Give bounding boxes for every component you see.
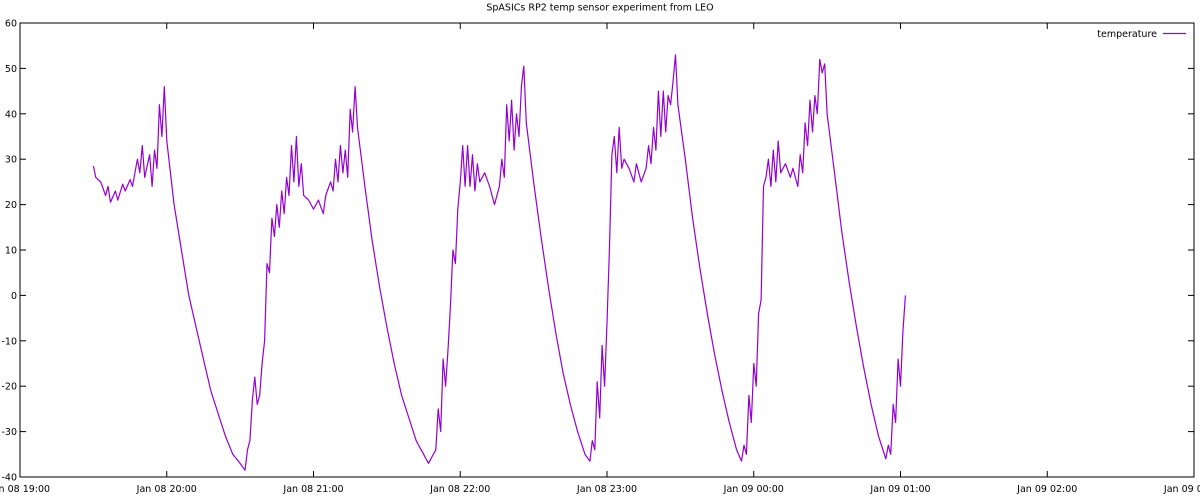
legend: temperature bbox=[1097, 29, 1186, 40]
y-tick-label: -30 bbox=[1, 427, 17, 438]
x-tick-label: Jan 08 21:00 bbox=[282, 484, 343, 495]
x-tick-label: Jan 09 01:00 bbox=[869, 484, 930, 495]
chart-title: SpASICs RP2 temp sensor experiment from … bbox=[486, 3, 713, 14]
y-axis: -40 -30 -20 -10 0 10 20 30 40 50 60 bbox=[1, 19, 1194, 484]
x-axis: Jan 08 19:00 Jan 08 20:00 Jan 08 21:00 Jan … bbox=[0, 23, 1200, 495]
x-tick-label: Jan 08 23:00 bbox=[576, 484, 637, 495]
plot-frame bbox=[19, 22, 1195, 478]
series-layer bbox=[92, 54, 906, 471]
y-tick-label: 30 bbox=[5, 155, 17, 166]
x-tick-label: Jan 09 03:00 bbox=[1163, 484, 1200, 495]
y-tick-label: -40 bbox=[1, 473, 17, 484]
x-tick-label: Jan 08 19:00 bbox=[0, 484, 50, 495]
x-tick-label: Jan 08 20:00 bbox=[136, 484, 197, 495]
y-tick-label: 60 bbox=[5, 19, 17, 30]
y-tick-label: 20 bbox=[5, 200, 17, 211]
y-tick-label: -10 bbox=[1, 336, 17, 347]
y-tick-label: 0 bbox=[11, 291, 17, 302]
x-tick-label: Jan 09 02:00 bbox=[1016, 484, 1077, 495]
y-tick-label: 50 bbox=[5, 64, 17, 75]
legend-label: temperature bbox=[1097, 29, 1157, 40]
x-tick-label: Jan 08 22:00 bbox=[429, 484, 490, 495]
y-tick-label: -20 bbox=[1, 382, 17, 393]
series-line-temperature bbox=[92, 54, 906, 471]
y-tick-label: 40 bbox=[5, 109, 17, 120]
y-tick-label: 10 bbox=[5, 246, 17, 257]
x-tick-label: Jan 09 00:00 bbox=[723, 484, 784, 495]
